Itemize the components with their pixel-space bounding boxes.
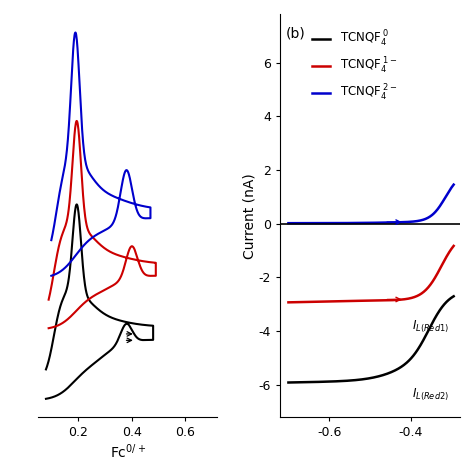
Text: (b): (b) [286, 27, 305, 40]
Y-axis label: Current (nA): Current (nA) [242, 173, 256, 258]
X-axis label: Fc$^{0/+}$: Fc$^{0/+}$ [109, 442, 146, 461]
Legend: TCNQF$_4^{\ 0}$, TCNQF$_4^{\ 1-}$, TCNQF$_4^{\ 2-}$: TCNQF$_4^{\ 0}$, TCNQF$_4^{\ 1-}$, TCNQF… [308, 24, 402, 108]
Text: $I_{L(Red2)}$: $I_{L(Red2)}$ [411, 386, 449, 402]
Text: $I_{L(Red1)}$: $I_{L(Red1)}$ [411, 319, 449, 336]
